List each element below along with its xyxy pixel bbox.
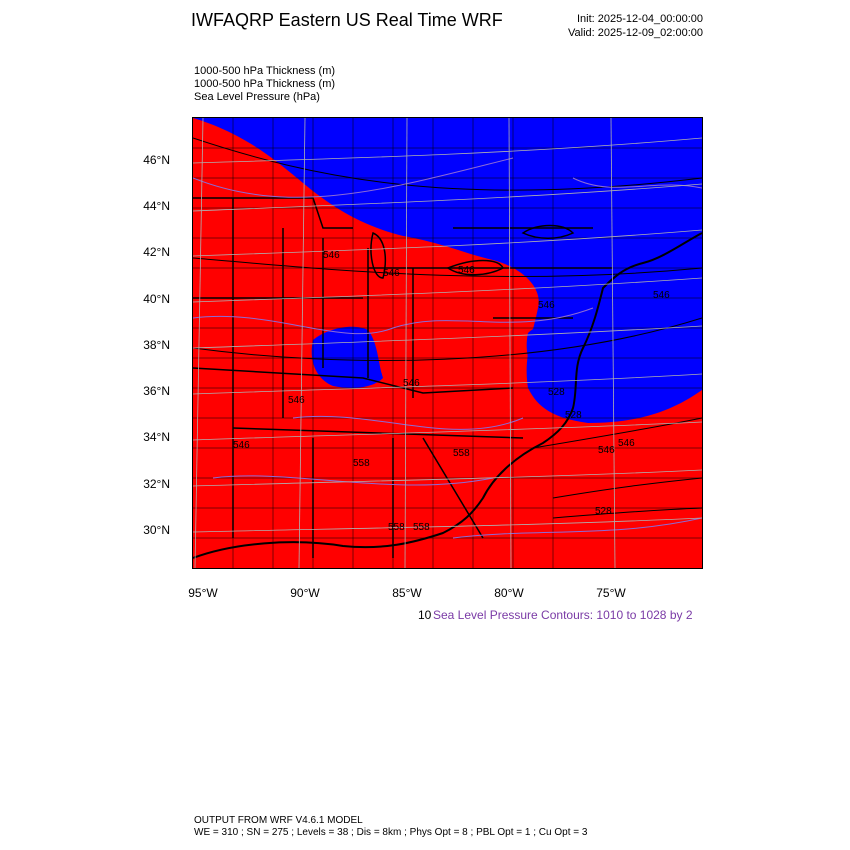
contour-label: 546 [383, 268, 400, 279]
lat-label: 42°N [143, 245, 170, 259]
contour-label: 558 [353, 458, 370, 469]
init-time: Init: 2025-12-04_00:00:00 [577, 13, 703, 25]
lat-label: 34°N [143, 430, 170, 444]
map-title: IWFAQRP Eastern US Real Time WRF [191, 10, 503, 30]
lon-label: 95°W [188, 586, 218, 600]
cold-air-region-midatlantic [526, 325, 565, 386]
contour-label: 558 [413, 522, 430, 533]
lat-label: 40°N [143, 292, 170, 306]
lat-label: 32°N [143, 477, 170, 491]
contour-label: 546 [598, 445, 615, 456]
contour-label: 546 [288, 395, 305, 406]
lat-label: 46°N [143, 153, 170, 167]
contour-label: 546 [653, 290, 670, 301]
coastline [193, 232, 702, 559]
lon-label: 85°W [392, 586, 422, 600]
map-canvas: 546 546 546 546 546 546 546 546 546 546 … [193, 118, 702, 568]
contour-label: 546 [403, 378, 420, 389]
model-info-line1: OUTPUT FROM WRF V4.6.1 MODEL [194, 815, 363, 826]
great-lakes [370, 224, 575, 279]
slp-prefix: 10 [418, 608, 432, 622]
graticule [193, 118, 702, 568]
contour-label: 528 [565, 410, 582, 421]
lat-label: 44°N [143, 199, 170, 213]
cold-air-region-ohio-valley [311, 326, 383, 388]
contour-label: 558 [453, 448, 470, 459]
lat-label: 36°N [143, 384, 170, 398]
lat-label: 38°N [143, 338, 170, 352]
contour-label: 546 [538, 300, 555, 311]
contour-label: 546 [618, 438, 635, 449]
legend-slp: Sea Level Pressure (hPa) [194, 91, 320, 103]
state-borders [193, 197, 613, 558]
contour-labels: 546 546 546 546 546 546 546 546 546 546 … [233, 250, 670, 533]
contour-label: 546 [323, 250, 340, 261]
contour-label: 528 [548, 387, 565, 398]
lon-label: 90°W [290, 586, 320, 600]
lat-label: 30°N [143, 523, 170, 537]
weather-map: 546 546 546 546 546 546 546 546 546 546 … [192, 117, 703, 569]
contour-label: 558 [388, 522, 405, 533]
contour-label: 546 [233, 440, 250, 451]
valid-time: Valid: 2025-12-09_02:00:00 [568, 27, 703, 39]
contour-label: 546 [458, 265, 475, 276]
slp-contour-caption: Sea Level Pressure Contours: 1010 to 102… [433, 608, 693, 622]
lon-label: 80°W [494, 586, 524, 600]
lon-label: 75°W [596, 586, 626, 600]
legend-thickness-1: 1000-500 hPa Thickness (m) [194, 65, 336, 77]
model-info-line2: WE = 310 ; SN = 275 ; Levels = 38 ; Dis … [194, 827, 588, 838]
legend-thickness-2: 1000-500 hPa Thickness (m) [194, 78, 336, 90]
contour-label: 528 [595, 506, 612, 517]
